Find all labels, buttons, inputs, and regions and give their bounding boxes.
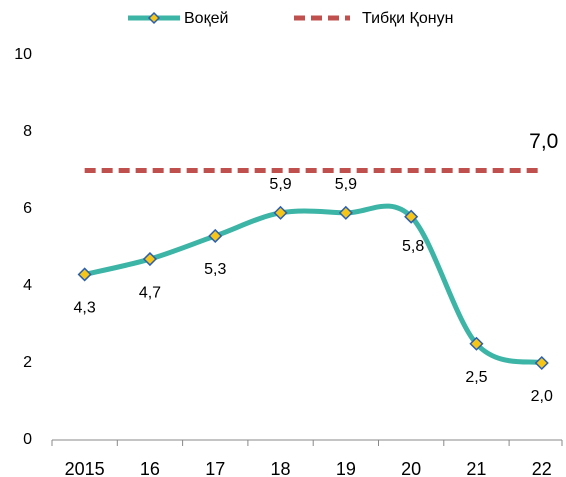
marker [469, 336, 484, 351]
value-label: 2,5 [465, 369, 487, 386]
marker [404, 209, 419, 224]
value-label: 5,9 [335, 176, 357, 193]
y-tick-label: 4 [23, 277, 32, 294]
value-label: 7,0 [529, 130, 558, 153]
marker [77, 267, 92, 282]
y-tick-label: 0 [23, 431, 32, 448]
x-tick-label: 22 [532, 459, 552, 477]
y-tick-label: 10 [14, 46, 32, 63]
marker [273, 205, 288, 220]
marker [142, 251, 158, 267]
legend-label: Воқей [184, 10, 228, 27]
legend-marker [147, 11, 161, 25]
x-tick-label: 20 [401, 459, 421, 477]
value-label: 4,3 [74, 300, 96, 317]
x-tick-label: 18 [271, 459, 291, 477]
marker [208, 228, 223, 244]
value-label: 5,9 [269, 176, 291, 193]
x-tick-label: 16 [140, 459, 160, 477]
value-label: 5,8 [402, 238, 424, 255]
marker [534, 355, 549, 371]
line [84, 203, 543, 366]
value-label: 2,0 [531, 388, 553, 405]
y-tick-label: 6 [23, 200, 32, 217]
value-label: 4,7 [139, 284, 161, 301]
value-label: 5,3 [204, 261, 226, 278]
x-tick-label: 19 [336, 459, 356, 477]
marker [338, 205, 353, 220]
x-tick-label: 17 [205, 459, 225, 477]
legend-label: Тибқи Қонун [362, 10, 453, 27]
y-tick-label: 8 [23, 123, 32, 140]
x-tick-label: 21 [466, 459, 486, 477]
x-tick-label: 2015 [65, 459, 105, 477]
y-tick-label: 2 [23, 354, 32, 371]
